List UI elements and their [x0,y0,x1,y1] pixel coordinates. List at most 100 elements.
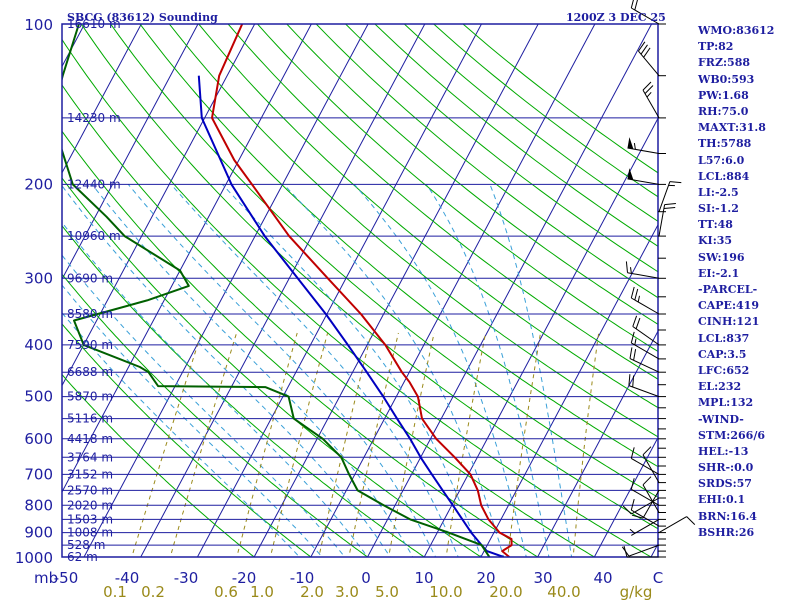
station-title: SBCG (83612) Sounding [67,11,218,24]
diagram-background-lines [62,24,658,557]
moist-adiabat-line [62,221,369,557]
mixing-ratio-line [131,332,202,557]
mixing-ratio-label: 10.0 [429,583,462,600]
sounding-index-item: MAXT:31.8 [698,121,766,135]
wind-barb [642,81,660,119]
wind-barb [630,498,660,527]
wind-barb [637,41,660,77]
mixing-ratio-line [169,332,238,557]
sounding-index-item: TH:5788 [698,137,752,151]
height-label: 2570 m [67,483,113,497]
mixing-ratio-line [269,332,329,557]
moist-adiabat-line [62,184,391,557]
pressure-unit-label: mb [34,569,58,587]
wind-barb [630,478,660,506]
isotherm-line [62,24,142,174]
mixing-ratio-line [572,332,600,557]
sounding-index-item: WB0:593 [698,72,755,86]
pressure-label: 1000 [15,549,53,567]
diagram-frame [61,23,666,558]
sounding-index-item: PW:1.68 [698,88,749,102]
wind-barb [642,446,660,483]
sounding-index-item: SI:-1.2 [698,202,739,216]
sounding-profiles [62,24,513,557]
sounding-index-item: -PARCEL- [698,283,758,296]
wind-barb [627,168,660,185]
sounding-index-item: HEL:-13 [698,444,749,458]
mixing-ratio-line [318,332,372,557]
wind-barb [630,286,660,315]
moist-adiabat-line [170,184,459,557]
isotherm-line [480,223,658,557]
sounding-index-item: SW:196 [698,250,745,264]
sounding-index-item: FRZ:588 [698,56,751,70]
isotherm-line [62,24,312,493]
isotherm-line [253,24,539,557]
temperature-tick-label: 0 [361,569,371,587]
pressure-label: 500 [24,388,53,406]
isotherm-line [62,24,199,281]
sounding-index-item: LI:-2.5 [698,185,739,199]
sounding-index-item: LFC:652 [698,363,750,377]
temperature-tick-label: 40 [593,569,612,587]
isotherm-line [196,24,483,557]
temperature-tick-label: -50 [54,569,79,587]
height-label: 10960 m [67,229,121,243]
sounding-index-item: EI:-2.1 [698,266,740,280]
moist-adiabat-line [62,284,323,557]
moist-adiabat-line [62,312,301,557]
sounding-index-item: CINH:121 [698,315,760,329]
wind-barb [630,331,660,360]
wind-barb [658,203,676,237]
sounding-index-item: L57:6.0 [698,153,745,167]
height-label: 5870 m [67,390,113,404]
mixing-ratio-label: 3.0 [335,583,359,600]
wind-barb [625,261,660,279]
height-label: 7590 m [67,338,113,352]
sounding-index-item: MPL:132 [698,396,754,410]
dry-adiabat-line [62,273,369,557]
sounding-index-item: LCL:837 [698,331,750,345]
moist-adiabat-line [489,184,573,557]
pressure-label: 200 [24,175,53,193]
moist-adiabat-line [354,184,527,557]
sounding-index-item: KI:35 [698,234,733,248]
sounding-index-item: BRN:16.4 [698,509,757,523]
temperature-tick-label: 30 [533,569,552,587]
moist-adiabat-line [283,184,505,557]
sounding-index-item: EHI:0.1 [698,493,746,507]
moist-adiabat-line [426,184,550,557]
isotherm-line [366,24,653,557]
height-label: 5116 m [67,412,113,426]
mixing-ratio-label: 5.0 [375,583,399,600]
pressure-label: 600 [24,430,53,448]
wind-barb [631,490,660,519]
mixing-ratio-label: 0.1 [103,583,127,600]
height-label: 1008 m [67,526,113,540]
temperature-tick-label: -30 [174,569,199,587]
mixing-ratio-label: 2.0 [300,583,324,600]
pressure-label: 700 [24,465,53,483]
temperature-tick-label: -20 [232,569,257,587]
parcel-trace [197,75,504,557]
height-label: 528 m [67,538,105,552]
isotherm-line [537,330,658,557]
isotherm-line [62,24,256,387]
wind-barb [627,137,660,154]
isotherm-line [423,117,658,557]
height-label: 3764 m [67,450,113,464]
temperature-tick-label: 10 [414,569,433,587]
height-label: 16610 m [67,17,121,31]
wind-barbs [621,0,696,558]
plot-border [61,23,659,558]
dewpoint-trace [62,24,491,557]
sounding-index-item: RH:75.0 [698,104,749,118]
wind-barb [632,315,660,346]
pressure-label: 400 [24,336,53,354]
mixing-ratio-label: 0.6 [214,583,238,600]
pressure-label: 300 [24,269,53,287]
dry-adiabat-line [62,373,255,557]
sounding-index-item: BSHR:26 [698,525,755,539]
wind-barb [630,447,660,475]
wind-barb [621,544,660,557]
